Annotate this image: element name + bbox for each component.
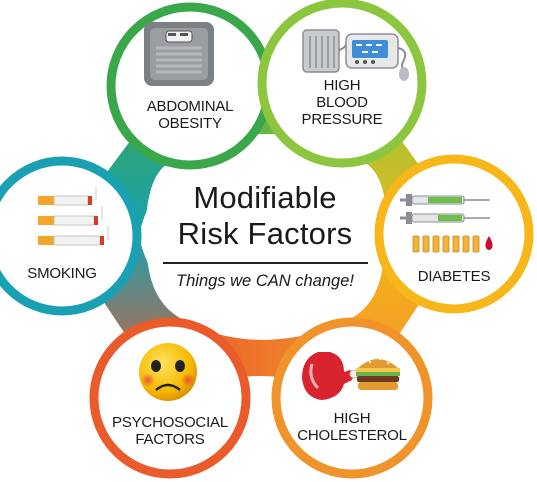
center-divider [162,262,368,264]
syringe-1 [400,194,490,206]
sad-face-icon [139,343,197,401]
meat-icon [302,352,359,400]
syringe-2 [400,212,490,224]
meat-and-burger-icon [302,352,400,400]
label-abdominal-obesity: ABDOMINAL OBESITY [146,98,234,132]
label-high-cholesterol: HIGH CHOLESTEROL [297,410,407,444]
vials [412,235,480,253]
cigarette-3 [38,226,109,246]
blood-pressure-monitor-icon [302,29,409,81]
factor-node-diabetes [374,154,534,314]
center-subtitle: Things we CAN change! [176,272,354,290]
label-psychosocial-factors: PSYCHOSOCIAL FACTORS [112,414,228,448]
center-title-line-2: Risk Factors [177,216,353,251]
factor-node-smoking [0,156,142,316]
cigarette-1 [38,186,97,206]
cigarettes-icon [38,186,109,246]
label-diabetes: DIABETES [417,268,491,285]
cigarette-2 [38,206,103,226]
center-flower [146,135,387,340]
burger-icon [356,357,400,390]
center-title-block: Modifiable Risk Factors Things we CAN ch… [145,180,385,291]
label-high-blood-pressure: HIGH BLOOD PRESSURE [301,77,383,128]
center-title-line-1: Modifiable [193,180,337,215]
factor-node-high-blood-pressure [257,0,427,168]
factor-node-abdominal-obesity [106,2,274,170]
factor-node-high-cholesterol [271,317,433,479]
label-smoking: SMOKING [27,265,97,282]
factor-node-psychosocial-factors [89,317,251,479]
bathroom-scale-icon [144,22,214,86]
blood-drop-icon [485,236,493,250]
syringes-and-vials-icon [400,194,493,253]
